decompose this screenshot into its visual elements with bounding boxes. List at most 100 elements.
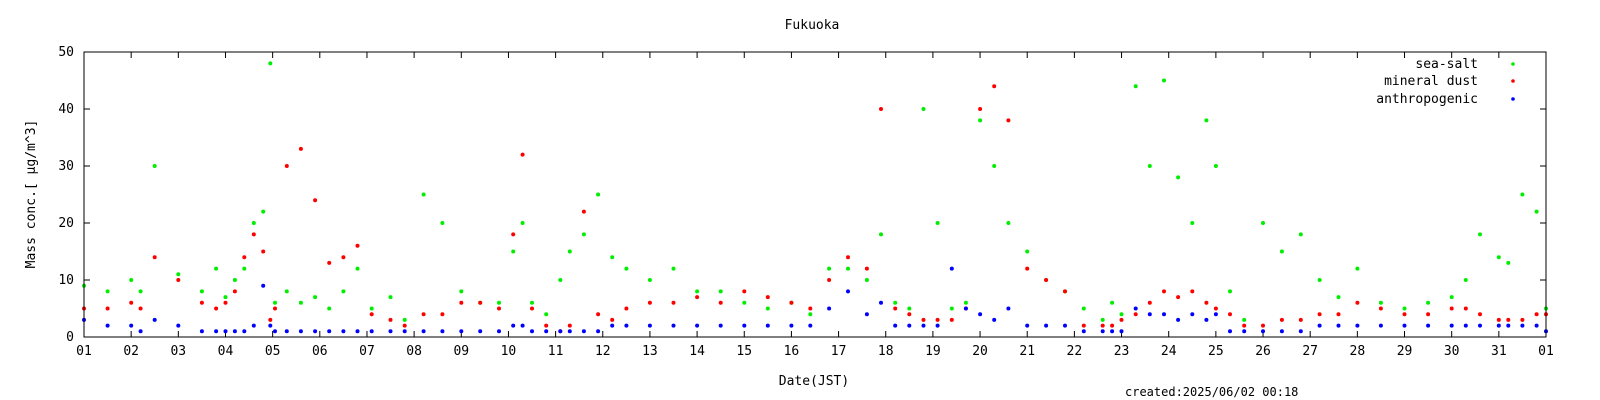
point-sea-salt bbox=[176, 272, 181, 277]
point-anthropogenic bbox=[223, 329, 228, 334]
point-mineral-dust bbox=[978, 107, 983, 111]
point-mineral-dust bbox=[1426, 312, 1431, 317]
y-tick-label: 0 bbox=[66, 330, 74, 345]
point-mineral-dust bbox=[1162, 289, 1166, 294]
point-anthropogenic bbox=[647, 323, 652, 328]
point-anthropogenic bbox=[1063, 323, 1067, 328]
point-anthropogenic bbox=[1147, 312, 1152, 317]
x-ticks: 01 02 03 04 05 06 07 08 09 10 11 12 13 14 15 16 17 18 19 20… bbox=[76, 52, 1554, 359]
point-sea-salt bbox=[1081, 306, 1086, 311]
chart-title: Fukuoka bbox=[785, 18, 840, 33]
point-anthropogenic bbox=[1506, 323, 1511, 328]
point-sea-salt bbox=[1213, 164, 1218, 168]
point-sea-salt bbox=[581, 232, 586, 237]
point-anthropogenic bbox=[1119, 329, 1124, 334]
x-tick-label: 25 bbox=[1208, 344, 1224, 359]
point-anthropogenic bbox=[742, 323, 747, 328]
point-anthropogenic bbox=[1213, 312, 1218, 317]
point-sea-salt bbox=[530, 300, 534, 305]
point-sea-salt bbox=[511, 249, 516, 254]
point-anthropogenic bbox=[176, 323, 181, 328]
x-tick-label: 30 bbox=[1444, 344, 1460, 359]
point-anthropogenic bbox=[558, 329, 563, 334]
point-anthropogenic bbox=[1478, 323, 1482, 328]
point-anthropogenic bbox=[1355, 323, 1360, 328]
point-mineral-dust bbox=[846, 255, 850, 260]
point-anthropogenic bbox=[624, 323, 629, 328]
point-sea-salt bbox=[273, 300, 277, 305]
legend-label-anthropogenic: anthropogenic bbox=[1376, 92, 1478, 107]
point-anthropogenic bbox=[402, 329, 407, 334]
point-sea-salt bbox=[341, 289, 346, 294]
point-mineral-dust bbox=[251, 232, 256, 237]
footer-created: created:2025/06/02 00:18 bbox=[1125, 385, 1298, 399]
point-sea-salt bbox=[138, 289, 143, 294]
point-anthropogenic bbox=[827, 306, 832, 311]
point-mineral-dust bbox=[1213, 306, 1218, 311]
point-sea-salt bbox=[907, 306, 912, 311]
point-anthropogenic bbox=[1261, 329, 1265, 334]
point-anthropogenic bbox=[718, 323, 723, 328]
point-anthropogenic bbox=[232, 329, 237, 334]
point-mineral-dust bbox=[402, 323, 407, 328]
point-anthropogenic bbox=[596, 329, 601, 334]
point-mineral-dust bbox=[949, 317, 954, 322]
point-sea-salt bbox=[261, 209, 266, 214]
point-anthropogenic bbox=[1402, 323, 1407, 328]
point-sea-salt bbox=[1110, 300, 1115, 305]
point-sea-salt bbox=[129, 278, 134, 282]
point-mineral-dust bbox=[273, 306, 277, 311]
point-sea-salt bbox=[520, 221, 525, 225]
point-mineral-dust bbox=[1355, 300, 1360, 305]
x-tick-label: 04 bbox=[218, 344, 234, 359]
x-tick-label: 18 bbox=[878, 344, 894, 359]
point-mineral-dust bbox=[313, 198, 318, 203]
point-anthropogenic bbox=[1426, 323, 1431, 328]
point-sea-salt bbox=[647, 278, 652, 282]
point-anthropogenic bbox=[1336, 323, 1341, 328]
point-anthropogenic bbox=[789, 323, 794, 328]
point-anthropogenic bbox=[388, 329, 393, 334]
point-anthropogenic bbox=[242, 329, 247, 334]
y-tick-label: 20 bbox=[58, 216, 74, 231]
point-anthropogenic bbox=[808, 323, 813, 328]
point-mineral-dust bbox=[105, 306, 110, 311]
point-sea-salt bbox=[223, 295, 228, 300]
point-mineral-dust bbox=[1463, 306, 1468, 311]
point-mineral-dust bbox=[530, 306, 534, 311]
point-sea-salt bbox=[978, 118, 983, 123]
point-sea-salt bbox=[1534, 209, 1539, 214]
point-sea-salt bbox=[402, 317, 407, 322]
point-mineral-dust bbox=[520, 152, 525, 157]
point-mineral-dust bbox=[129, 300, 134, 305]
point-mineral-dust bbox=[647, 300, 652, 305]
legend-label-mineral-dust: mineral dust bbox=[1384, 74, 1478, 89]
point-mineral-dust bbox=[478, 300, 483, 305]
point-sea-salt bbox=[567, 249, 572, 254]
y-tick-label: 10 bbox=[58, 273, 74, 288]
point-anthropogenic bbox=[1463, 323, 1468, 328]
point-mineral-dust bbox=[341, 255, 346, 260]
point-mineral-dust bbox=[1336, 312, 1341, 317]
point-mineral-dust bbox=[138, 306, 143, 311]
point-sea-salt bbox=[1298, 232, 1303, 237]
point-anthropogenic bbox=[268, 323, 273, 328]
point-anthropogenic bbox=[355, 329, 360, 334]
point-mineral-dust bbox=[242, 255, 247, 260]
point-mineral-dust bbox=[935, 317, 940, 322]
point-mineral-dust bbox=[1081, 323, 1086, 328]
x-tick-label: 12 bbox=[595, 344, 611, 359]
point-sea-salt bbox=[864, 278, 869, 282]
point-anthropogenic bbox=[907, 323, 912, 328]
point-sea-salt bbox=[388, 295, 393, 300]
point-anthropogenic bbox=[199, 329, 204, 334]
x-tick-label: 20 bbox=[972, 344, 988, 359]
point-sea-salt bbox=[893, 300, 898, 305]
point-sea-salt bbox=[214, 266, 219, 271]
point-anthropogenic bbox=[1496, 323, 1501, 328]
point-mineral-dust bbox=[1147, 300, 1152, 305]
point-sea-salt bbox=[695, 289, 700, 294]
point-mineral-dust bbox=[610, 317, 615, 322]
point-sea-salt bbox=[742, 300, 747, 305]
point-mineral-dust bbox=[718, 300, 723, 305]
